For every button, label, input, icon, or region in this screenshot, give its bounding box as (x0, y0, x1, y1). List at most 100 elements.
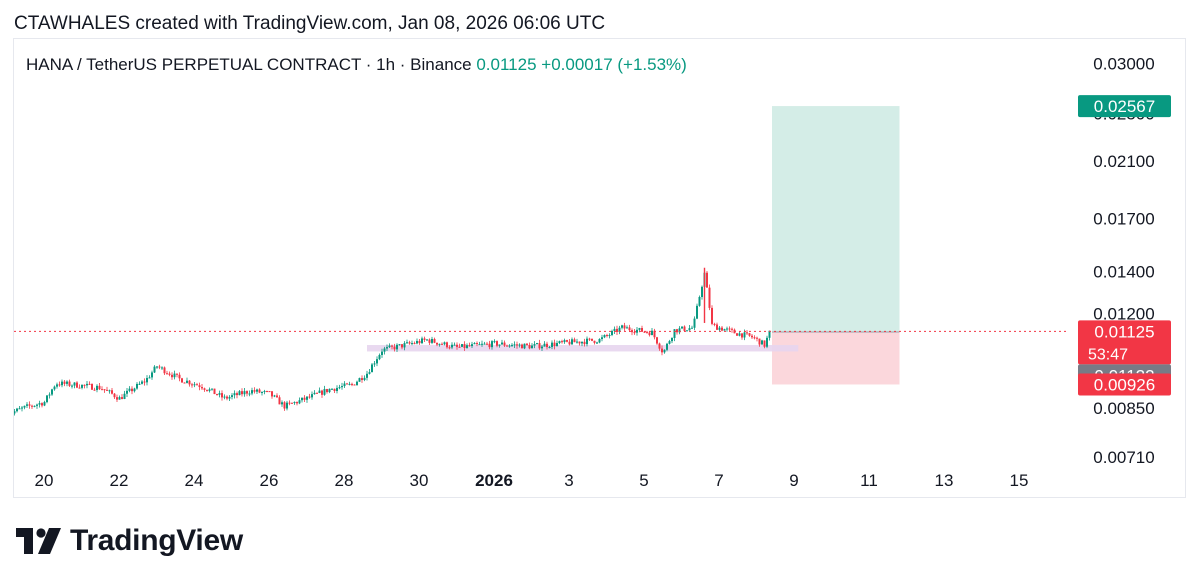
candle-body (706, 272, 708, 288)
candle-body (341, 386, 343, 388)
price-chart[interactable]: HANA / TetherUS PERPETUAL CONTRACT · 1h … (14, 39, 1187, 499)
candle-body (453, 344, 456, 346)
candle-body (768, 330, 771, 338)
candle-body (243, 391, 246, 395)
candle-body (26, 404, 28, 406)
candle-body (683, 326, 686, 331)
countdown-label: 53:47 (1088, 346, 1128, 363)
candle-body (278, 397, 281, 405)
candle-body (556, 343, 558, 347)
candle-body (578, 341, 581, 344)
candle-body (98, 385, 101, 390)
price-tag-target (1078, 95, 1171, 118)
candle-body (336, 387, 338, 391)
candle-body (231, 395, 233, 397)
x-tick-label: 3 (564, 471, 573, 490)
candle-body (728, 328, 731, 330)
candle-body (91, 384, 93, 390)
candle-body (521, 344, 523, 349)
candle-body (696, 305, 698, 319)
candle-body (711, 307, 713, 324)
candle-body (221, 393, 223, 398)
candle-body (383, 348, 386, 352)
candle-body (588, 338, 591, 340)
candle-body (101, 389, 103, 391)
candle-body (418, 340, 421, 344)
candle-body (403, 343, 406, 348)
candle-body (171, 374, 173, 378)
candle-body (766, 337, 768, 347)
candle-body (236, 393, 238, 396)
candle-body (661, 348, 663, 353)
candle-body (233, 393, 236, 396)
candle-body (323, 389, 326, 395)
candle-body (256, 389, 258, 392)
candle-body (503, 342, 506, 346)
brand-logo: TradingView (16, 524, 243, 558)
candle-body (441, 343, 443, 345)
candle-body (166, 373, 168, 375)
y-tick-label: 0.02100 (1093, 152, 1154, 171)
candle-body (386, 347, 388, 349)
candle-body (633, 332, 636, 334)
candle-body (498, 344, 501, 346)
candle-body (563, 340, 566, 343)
x-tick-label: 11 (860, 471, 878, 490)
candle-body (96, 385, 98, 391)
candle-body (173, 373, 176, 378)
candle-body (641, 328, 643, 332)
candle-body (421, 338, 423, 344)
candle-body (486, 343, 488, 345)
candle-body (551, 342, 553, 347)
candle-body (473, 343, 476, 345)
candle-body (103, 389, 106, 391)
candle-body (351, 383, 353, 385)
candle-body (161, 367, 163, 369)
candle-body (238, 391, 241, 396)
candle-body (18, 408, 21, 410)
candle-body (406, 342, 408, 344)
candle-body (193, 384, 196, 386)
candle-body (636, 329, 638, 333)
candle-body (678, 328, 681, 333)
x-tick-label: 2026 (475, 471, 513, 490)
candle-body (333, 388, 336, 391)
candle-body (358, 378, 361, 382)
candle-body (518, 344, 521, 346)
candle-body (451, 344, 453, 348)
candle-body (88, 383, 91, 385)
candle-body (738, 333, 741, 336)
candle-body (281, 402, 283, 405)
candle-body (651, 330, 653, 336)
candle-body (321, 390, 323, 395)
candles-group (14, 270, 771, 416)
candle-body (361, 378, 363, 381)
candle-body (228, 396, 231, 399)
candle-body (748, 333, 751, 336)
candle-body (246, 391, 248, 394)
candle-body (368, 372, 371, 374)
candle-body (688, 328, 691, 331)
candle-body (121, 397, 123, 399)
candle-body (71, 385, 73, 387)
candle-body (568, 341, 571, 345)
candle-body (293, 402, 296, 404)
candle-body (668, 341, 671, 344)
candle-body (666, 343, 668, 350)
candle-body (376, 359, 378, 364)
candle-body (468, 345, 471, 347)
y-tick-label: 0.00710 (1093, 448, 1154, 467)
candle-body (273, 395, 276, 397)
candle-body (61, 381, 63, 386)
candle-body (506, 345, 508, 347)
candle-body (681, 326, 683, 329)
symbol-price: 0.01125 (476, 55, 541, 74)
candle-body (623, 325, 626, 329)
price-tag-label: 0.00926 (1094, 375, 1155, 394)
candle-body (571, 339, 573, 345)
candle-body (398, 344, 401, 346)
candle-body (148, 377, 151, 379)
candle-body (316, 392, 318, 394)
candle-body (646, 331, 648, 333)
candle-body (541, 346, 543, 349)
